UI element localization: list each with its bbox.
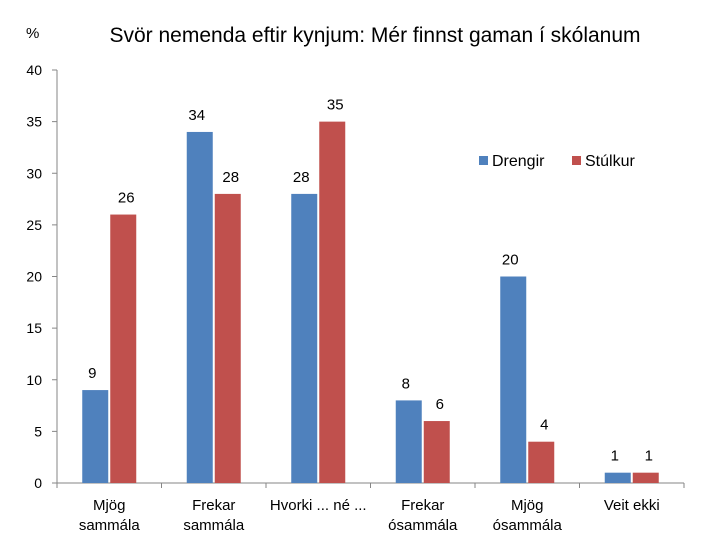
data-label: 20 [502,252,519,269]
legend-label-stulkur: Stúlkur [585,153,635,170]
x-category-label: Frekar [192,497,235,514]
y-tick-label: 10 [26,372,42,388]
x-axis-categories: Mjög sammála Frekar sammála Hvorki ... né ..… [56,483,685,534]
y-tick-label: 0 [34,475,42,491]
x-category-label: Veit ekki [604,497,660,514]
bar-stulkur [528,441,555,483]
bar-stulkur [319,121,346,483]
legend-swatch-stulkur [572,156,581,165]
legend-swatch-drengir [479,156,488,165]
data-label: 26 [118,190,135,207]
y-axis-unit-label: % [26,25,39,42]
x-category-label: sammála [183,517,245,534]
bar-drengir [500,276,527,483]
y-axis-ticks: 0 5 10 15 20 25 30 35 40 [26,62,57,491]
x-category-label: sammála [79,517,141,534]
bar-stulkur [423,421,450,483]
bar-drengir [82,390,109,483]
x-category-label: Frekar [401,497,444,514]
x-category-label: ósammála [493,517,563,534]
data-label: 4 [540,417,548,434]
y-tick-label: 20 [26,269,42,285]
legend-label-drengir: Drengir [492,153,545,170]
bar-drengir [186,131,213,483]
bars [82,121,659,484]
y-tick-label: 40 [26,62,42,78]
data-label: 6 [436,396,444,413]
x-category-label: Mjög [93,497,126,514]
data-label: 35 [327,97,344,114]
y-tick-label: 30 [26,165,42,181]
x-category-label: Mjög [511,497,544,514]
data-label: 28 [293,169,310,186]
data-label: 34 [188,107,205,124]
y-tick-label: 35 [26,114,42,130]
legend: Drengir Stúlkur [479,153,635,170]
y-tick-label: 5 [34,423,42,439]
data-label: 1 [645,448,653,465]
data-labels: 9 26 34 28 28 35 8 6 20 4 1 1 [88,97,653,465]
bar-stulkur [214,193,241,483]
x-category-label: Hvorki ... né ... [270,497,367,514]
chart-title: Svör nemenda eftir kynjum: Mér finnst ga… [109,24,640,47]
data-label: 8 [402,375,410,392]
data-label: 1 [611,448,619,465]
bar-drengir [291,193,318,483]
x-category-label: ósammála [388,517,458,534]
bar-drengir [395,400,422,483]
bar-drengir [604,472,631,483]
y-tick-label: 15 [26,320,42,336]
bar-stulkur [632,472,659,483]
data-label: 9 [88,365,96,382]
bar-stulkur [110,214,137,484]
data-label: 28 [222,169,239,186]
y-tick-label: 25 [26,217,42,233]
